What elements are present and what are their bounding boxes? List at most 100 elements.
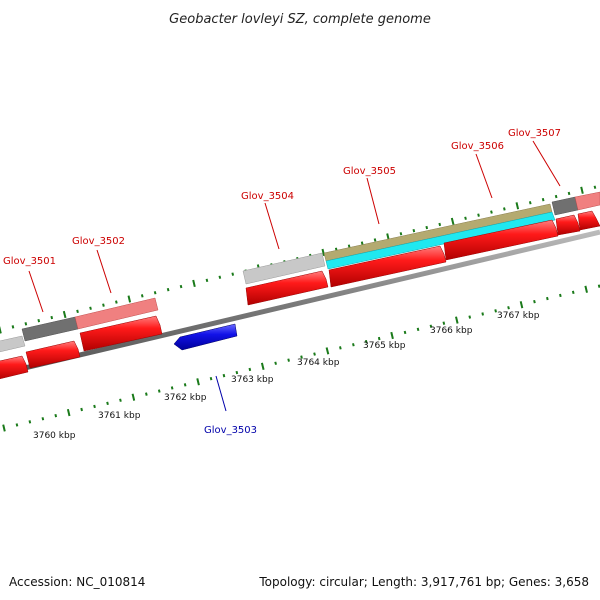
tick-mark [571, 290, 575, 295]
tick-mark [464, 216, 467, 220]
tick-mark [377, 336, 381, 341]
feature-bar[interactable] [574, 191, 600, 211]
ruler-labels: 3760 kbp 3761 kbp 3762 kbp 3763 kbp 3764… [33, 311, 540, 441]
tick-mark [455, 316, 459, 324]
tick-mark [519, 301, 524, 309]
tick-mark [37, 318, 41, 323]
leader-line [532, 140, 561, 187]
tick-mark [287, 358, 290, 362]
tick-mark [166, 287, 170, 292]
ruler-label: 3765 kbp [363, 341, 406, 351]
tick-mark [28, 420, 32, 424]
gene-label-glov-3501[interactable]: Glov_3501 [3, 256, 56, 267]
tick-mark [80, 407, 83, 412]
tick-mark [347, 244, 351, 248]
tick-mark [209, 376, 213, 381]
cds-arrow[interactable] [79, 315, 163, 352]
leader-line [366, 177, 380, 225]
tick-mark [15, 423, 19, 427]
gene-label-glov-3502[interactable]: Glov_3502 [72, 236, 125, 247]
gene-label-glov-3506[interactable]: Glov_3506 [451, 141, 504, 152]
tick-mark [515, 202, 520, 210]
tick-mark [541, 197, 545, 202]
tick-mark [0, 326, 2, 334]
tick-mark [248, 367, 252, 372]
tick-mark [145, 392, 148, 396]
tick-mark [41, 417, 45, 421]
cds-arrow[interactable] [0, 355, 29, 380]
tick-mark [102, 303, 105, 307]
tick-mark [196, 378, 200, 386]
tick-mark [183, 383, 187, 387]
tick-mark [66, 408, 71, 417]
tick-mark [490, 210, 493, 214]
tick-mark [597, 284, 600, 288]
tick-mark [507, 306, 510, 310]
ruler-label: 3766 kbp [430, 326, 473, 336]
tick-mark [119, 398, 122, 402]
leader-line [475, 153, 493, 199]
tick-mark [477, 213, 480, 217]
tick-mark [450, 217, 455, 226]
feature-bar[interactable] [551, 196, 579, 216]
tick-mark [24, 322, 28, 326]
ruler-label: 3764 kbp [297, 358, 340, 368]
tick-mark [593, 185, 597, 189]
accession-text: Accession: NC_010814 [9, 575, 145, 589]
tick-mark [179, 284, 183, 289]
tick-mark [127, 295, 132, 303]
gene-leader-lines [28, 140, 561, 412]
tick-mark [438, 222, 442, 227]
gene-label-glov-3504[interactable]: Glov_3504 [241, 191, 294, 202]
ruler-label: 3761 kbp [98, 411, 141, 421]
tick-mark [2, 424, 6, 432]
gene-label-glov-3507[interactable]: Glov_3507 [508, 128, 561, 139]
cds-arrow[interactable] [577, 210, 600, 231]
genome-summary-text: Topology: circular; Length: 3,917,761 bp… [258, 575, 589, 589]
tick-mark [390, 331, 394, 340]
tick-mark [373, 238, 377, 242]
tick-mark [274, 361, 277, 365]
leader-line [28, 270, 44, 313]
tick-mark [313, 352, 316, 356]
tick-mark [157, 389, 161, 393]
tick-mark [50, 315, 54, 320]
tick-mark [205, 278, 209, 283]
cds-arrow[interactable] [443, 219, 559, 261]
tick-mark [468, 315, 472, 319]
feature-bar[interactable] [325, 211, 556, 270]
leader-line [96, 249, 112, 294]
tick-mark [153, 291, 157, 295]
cds-arrow[interactable] [328, 245, 447, 288]
cds-arrow[interactable] [245, 270, 329, 306]
cds-arrow[interactable] [555, 214, 581, 236]
forward-cds-row [0, 210, 600, 380]
tick-mark [300, 355, 303, 359]
tick-mark [89, 306, 92, 310]
tick-mark [360, 241, 364, 245]
ruler-label: 3762 kbp [164, 393, 207, 403]
feature-bar[interactable] [242, 252, 326, 285]
gene-label-glov-3505[interactable]: Glov_3505 [343, 166, 396, 177]
tick-mark [528, 201, 532, 205]
tick-mark [580, 186, 584, 194]
tick-mark [352, 343, 355, 347]
tick-mark [494, 309, 497, 313]
cds-arrow[interactable] [25, 340, 81, 369]
tick-mark [321, 248, 326, 257]
gene-label-glov-3503[interactable]: Glov_3503 [204, 425, 257, 436]
tick-mark [140, 294, 144, 298]
ruler-tick-track [2, 284, 600, 432]
leader-line [264, 202, 280, 250]
tick-mark [425, 225, 429, 230]
tick-mark [364, 339, 368, 344]
ruler-label: 3760 kbp [33, 431, 76, 441]
leader-line [215, 375, 227, 412]
feature-bar[interactable] [0, 335, 26, 353]
gene-labels: Glov_3501 Glov_3502 Glov_3503 Glov_3504 … [3, 128, 561, 436]
cds-arrow-reverse[interactable] [173, 323, 238, 351]
feature-bar[interactable] [21, 316, 79, 342]
feature-bar[interactable] [74, 297, 159, 330]
tick-mark [533, 299, 536, 304]
